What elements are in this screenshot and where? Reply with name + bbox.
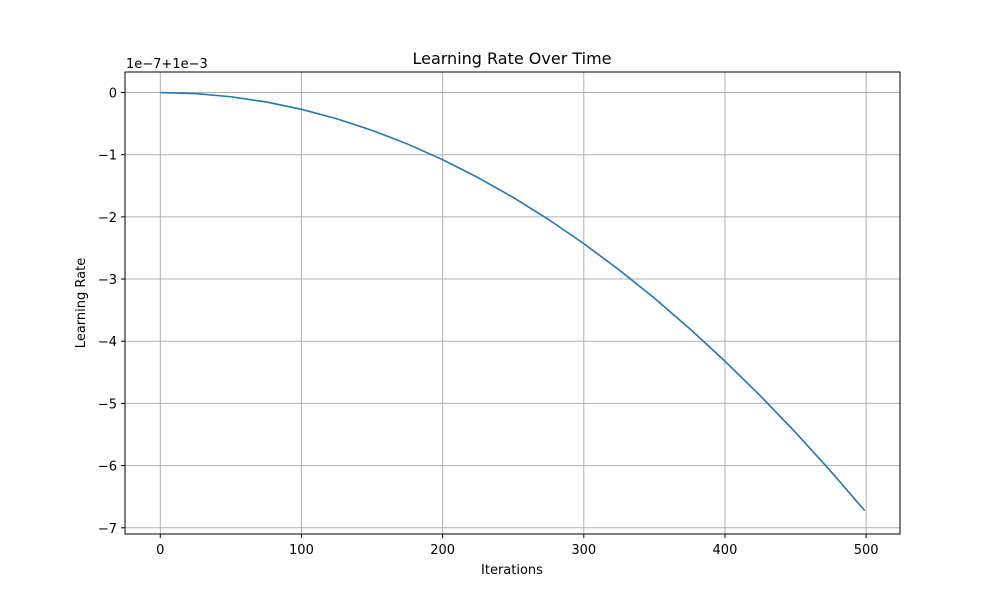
y-tick-label: −1 (98, 149, 117, 164)
y-tick-label: 0 (109, 87, 117, 102)
y-offset-label: 1e−7+1e−3 (126, 57, 208, 72)
x-tick-label: 200 (430, 543, 455, 558)
y-axis-label: Learning Rate (74, 258, 89, 348)
y-tick-label: −2 (98, 211, 117, 226)
y-tick-label: −4 (98, 335, 117, 350)
y-tick-label: −7 (98, 522, 117, 537)
y-axis: 0 −1 −2 −3 −4 −5 −6 −7 (98, 87, 125, 537)
x-tick-label: 400 (713, 543, 738, 558)
x-axis: 0 100 200 300 400 500 (156, 534, 879, 558)
y-tick-label: −3 (98, 273, 117, 288)
plot-area (160, 91, 866, 512)
series-line (160, 91, 866, 512)
plot-frame (124, 71, 901, 535)
x-tick-label: 100 (289, 543, 314, 558)
x-axis-label: Iterations (481, 563, 543, 578)
y-tick-label: −6 (98, 460, 117, 475)
grid (125, 72, 900, 534)
chart-title: Learning Rate Over Time (412, 49, 611, 68)
x-tick-label: 500 (854, 543, 879, 558)
x-tick-label: 0 (156, 543, 164, 558)
x-tick-label: 300 (571, 543, 596, 558)
y-tick-label: −5 (98, 397, 117, 412)
